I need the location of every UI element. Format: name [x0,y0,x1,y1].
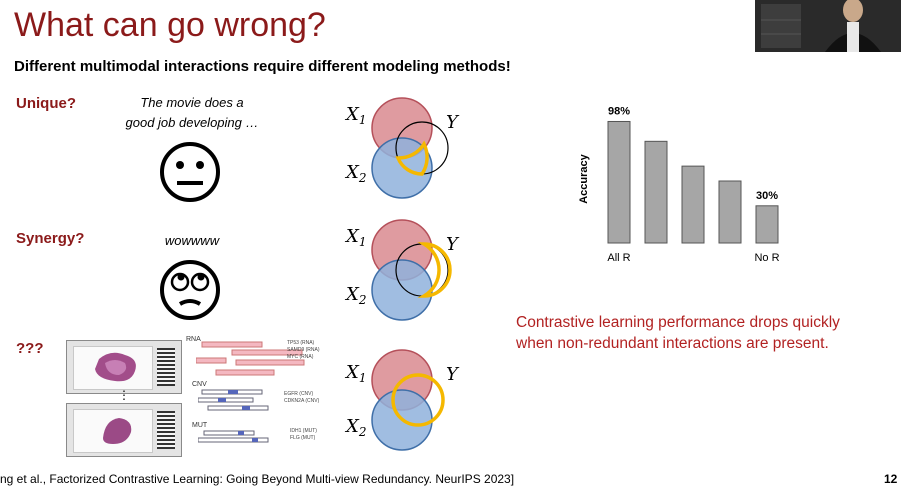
row-label-synergy: Synergy? [16,230,85,247]
conclusion-line2: when non-redundant interactions are pres… [516,335,829,352]
conclusion-text: Contrastive learning performance drops q… [516,312,840,354]
unique-quote: The movie does a good job developing … [112,93,272,133]
slide-title: What can go wrong? [14,6,326,44]
pathology-slide-bottom [66,403,182,457]
cnv-gene-list: EGFR (CNV) CDKN2A (CNV) [284,391,319,405]
cnv-bars [198,389,269,411]
synergy-quote: wowwww [164,233,220,248]
rna-gene: SAMD9 (RNA) [287,347,320,353]
chart-y-axis-label: Accuracy [578,153,590,203]
tissue-sample-icon [95,352,136,382]
venn-x2-label: X2 [344,416,366,439]
chart-bar [718,180,742,244]
venn-unknown: X1 X2 Y [344,349,460,451]
venn-y-label: Y [446,364,460,385]
venn-unique: X1 X2 Y [344,97,460,199]
presenter-silhouette-icon [755,0,901,52]
mut-bars [198,430,269,443]
tissue-sample-icon [103,418,132,444]
mut-label: MUT [192,422,208,429]
unique-quote-line1: The movie does a [140,95,244,110]
row-label-unknown: ??? [16,340,44,357]
accuracy-bar-chart: Accuracy 98% All R 30% No R [578,105,780,264]
pathology-slide-top [66,340,182,394]
mut-gene: IDH1 (MUT) [290,428,317,434]
rna-gene: TP53 (RNA) [287,340,315,346]
cnv-label: CNV [192,381,207,388]
chart-category-label: No R [754,252,779,264]
unique-quote-line2: good job developing … [125,115,259,130]
venn-x1-label: X1 [344,104,366,127]
venn-x2-label: X2 [344,162,366,185]
venn-x2-label: X2 [344,284,366,307]
rna-bars [196,341,305,376]
cnv-gene: EGFR (CNV) [284,391,314,397]
presenter-webcam [755,0,901,52]
venn-y-label: Y [446,234,460,255]
page-number: 12 [884,472,898,486]
mut-gene: FLG (MUT) [290,435,316,441]
rna-gene-list: TP53 (RNA) SAMD9 (RNA) MYC (RNA) [287,340,320,361]
citation: ng et al., Factorized Contrastive Learni… [0,472,515,486]
chart-bar [755,205,779,244]
rna-gene: MYC (RNA) [287,354,314,360]
chart-category-label: All R [607,252,630,264]
eye-roll-face-icon [160,260,220,320]
slide-ellipsis: ⋮ [118,388,130,402]
venn-x1-label: X1 [344,226,366,249]
conclusion-line1: Contrastive learning performance drops q… [516,314,840,331]
chart-bar [644,140,668,244]
chart-bar [607,120,631,244]
mut-gene-list: IDH1 (MUT) FLG (MUT) [290,428,317,442]
slide-subtitle: Different multimodal interactions requir… [14,58,511,75]
chart-bar [681,165,705,244]
neutral-face-icon [160,142,220,202]
chart-data-label: 98% [608,105,630,117]
cnv-gene: CDKN2A (CNV) [284,398,320,404]
venn-synergy: X1 X2 Y [344,219,460,321]
rna-label: RNA [186,336,201,343]
chart-data-label: 30% [756,190,778,202]
row-label-unique: Unique? [16,95,76,112]
venn-y-label: Y [446,112,460,133]
venn-x1-label: X1 [344,362,366,385]
